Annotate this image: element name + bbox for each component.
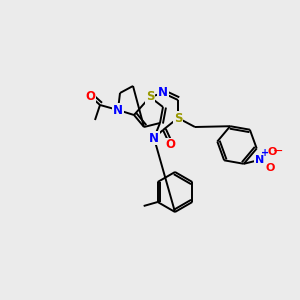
Text: O: O — [85, 89, 95, 103]
Text: −: − — [273, 145, 283, 158]
Text: S: S — [146, 91, 154, 103]
Text: N: N — [158, 86, 168, 100]
Text: N: N — [113, 103, 123, 116]
Text: O: O — [267, 147, 277, 157]
Text: N: N — [149, 131, 159, 145]
Text: N: N — [255, 155, 265, 165]
Text: O: O — [165, 139, 175, 152]
Text: +: + — [261, 148, 269, 158]
Text: O: O — [265, 163, 274, 173]
Text: S: S — [174, 112, 182, 124]
